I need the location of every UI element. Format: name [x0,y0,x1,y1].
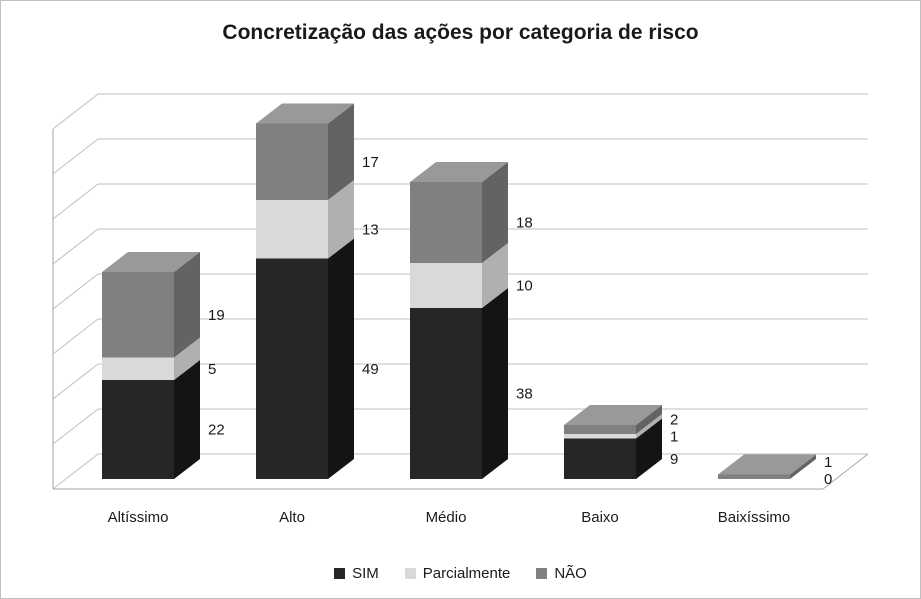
bar-segment-sim [256,258,328,479]
category-label: Baixo [581,509,619,526]
legend-item-nao: NÃO [536,565,587,582]
bar-segment-não [256,123,328,200]
gridline-slant [52,93,99,130]
bar-segment-side-sim [482,288,508,479]
data-label: 1 [670,428,678,445]
bar-top-face [564,405,662,425]
gridline-slant [52,363,99,400]
bar-segment-não [718,474,790,479]
gridline-slant [52,273,99,310]
legend-label-sim: SIM [352,565,379,582]
data-label: 10 [516,278,533,295]
gridline-slant [52,138,99,175]
category-label: Alto [279,509,305,526]
data-label: 49 [362,361,379,378]
bar-segment-parcialmente [564,434,636,439]
bar-top-face [410,162,508,182]
bar-segment-side-parcialmente [328,180,354,259]
bar-segment-side-não [636,405,662,434]
legend-label-nao: NÃO [554,565,587,582]
category-label: Baixíssimo [718,509,791,526]
bar-segment-parcialmente [256,200,328,259]
bar-segment-não [564,425,636,434]
legend-swatch-nao [536,568,548,579]
bar-top-face [102,252,200,272]
legend-swatch-sim [334,568,346,579]
bar-segment-side-não [790,454,816,479]
data-label: 13 [362,221,379,238]
data-label: 18 [516,215,533,232]
bar-segment-sim [102,380,174,479]
data-label: 5 [208,361,216,378]
data-label: 19 [208,307,225,324]
bar-segment-não [102,272,174,358]
data-label: 2 [670,411,678,428]
legend-item-parcialmente: Parcialmente [404,565,511,582]
bar-segment-side-não [174,252,200,358]
data-label: 9 [670,451,678,468]
gridline-slant [52,318,99,355]
bar-segment-side-sim [328,238,354,479]
category-label: Altíssimo [108,509,169,526]
bar-segment-side-não [328,103,354,200]
legend-item-sim: SIM [334,565,379,582]
gridline-slant [52,453,99,490]
gridline-slant [52,228,99,265]
bar-segment-side-parcialmente [174,337,200,380]
data-label: 17 [362,154,379,171]
bar-segment-side-sim [174,360,200,479]
bar-segment-sim [410,308,482,479]
legend: SIM Parcialmente NÃO [1,565,920,582]
bar-top-face [718,454,816,475]
gridline-slant [52,408,99,445]
bar-segment-parcialmente [102,357,174,380]
bar-segment-sim [564,438,636,479]
legend-swatch-parcialmente [404,568,416,579]
data-label: 0 [824,471,832,488]
bar-segment-não [410,182,482,263]
category-label: Médio [426,509,467,526]
bar-segment-side-não [482,162,508,263]
bar-segment-side-sim [636,418,662,479]
bar-segment-side-parcialmente [636,414,662,439]
data-label: 22 [208,422,225,439]
chart-title: Concretização das ações por categoria de… [222,21,699,44]
gridline-slant [52,183,99,220]
legend-label-parcialmente: Parcialmente [422,565,511,582]
bar-segment-parcialmente [410,263,482,308]
bar-segment-side-parcialmente [482,243,508,308]
bar-top-face [256,103,354,124]
data-label: 1 [824,454,832,471]
floor-right-edge [822,453,869,490]
data-label: 38 [516,386,533,403]
